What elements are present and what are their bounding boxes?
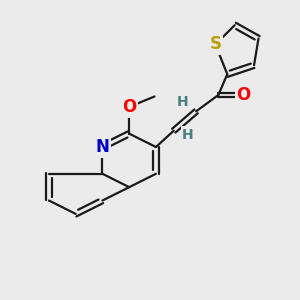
Text: O: O [122, 98, 136, 116]
Text: H: H [182, 128, 194, 142]
Text: S: S [209, 35, 221, 53]
Text: O: O [236, 86, 251, 104]
Text: H: H [177, 95, 188, 110]
Text: N: N [95, 138, 110, 156]
